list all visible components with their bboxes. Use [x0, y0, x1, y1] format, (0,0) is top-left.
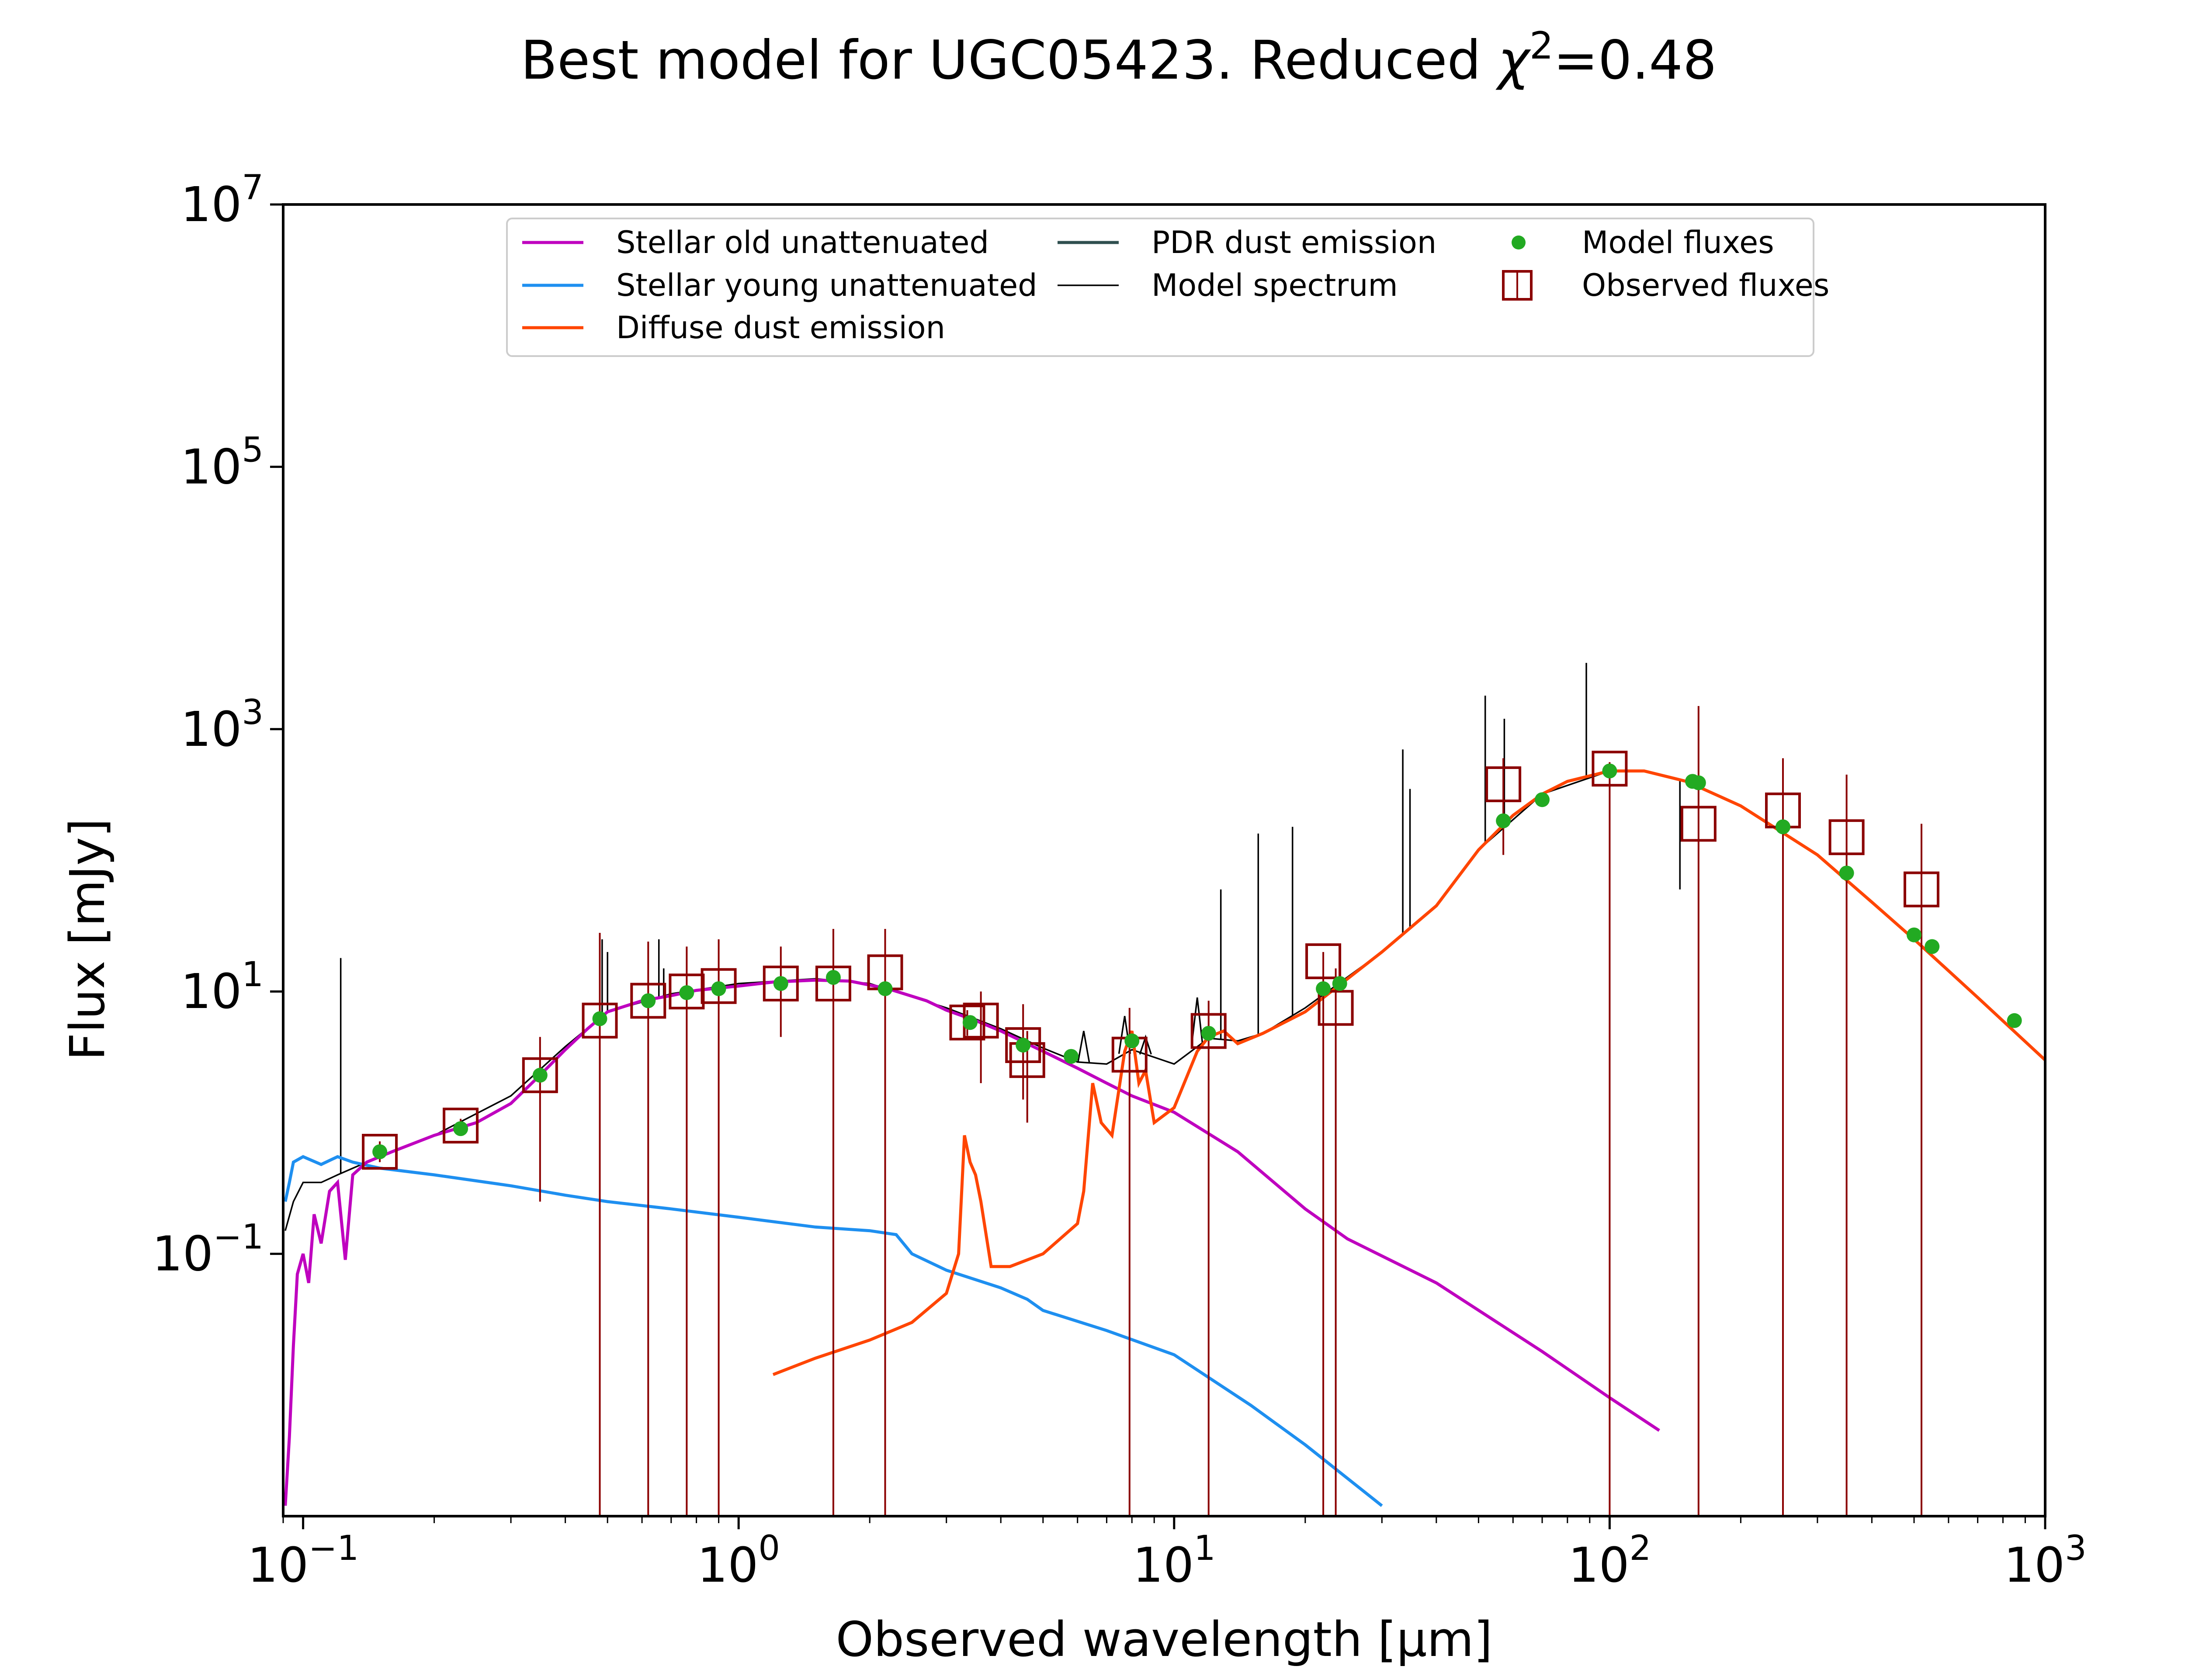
- observed-flux-point: [1190, 1001, 1227, 1516]
- model-flux-point: [962, 1015, 978, 1030]
- axes: 10−1 100 101 102 103 10−1 101 103 105 107: [152, 168, 2087, 1593]
- observed-flux-point: [815, 928, 851, 1516]
- legend-label: Diffuse dust emission: [616, 310, 945, 346]
- observed-flux-marker: [1190, 1013, 1227, 1049]
- model-flux-point: [453, 1121, 468, 1136]
- model-flux-point: [641, 993, 656, 1008]
- y-tick-label: 101: [180, 955, 264, 1019]
- legend-box: [506, 218, 1814, 357]
- observed-flux-point: [1592, 751, 1628, 1516]
- model-flux-point: [877, 981, 893, 996]
- observed-flux-marker: [1485, 766, 1522, 802]
- observed-flux-marker: [1305, 943, 1342, 980]
- observed-flux-point: [630, 942, 666, 1516]
- observed-flux-marker: [701, 968, 737, 1004]
- observed-flux-marker: [522, 1057, 558, 1093]
- observed-flux-marker: [1828, 819, 1865, 856]
- observed-flux-marker: [1903, 871, 1939, 908]
- observed-flux-point: [763, 946, 799, 1037]
- model-pah-feature: [1190, 997, 1204, 1047]
- legend: Stellar old unattenuated Stellar young un…: [506, 218, 1829, 357]
- observed-flux-marker: [630, 983, 666, 1019]
- series-diffuse-dust-emission: [772, 769, 2045, 1376]
- observed-flux-marker: [949, 1005, 985, 1041]
- observed-flux-point: [1318, 968, 1354, 1516]
- x-tick-label: 100: [697, 1529, 780, 1593]
- legend-item-observed-fluxes: Observed fluxes: [1502, 267, 1829, 303]
- x-tick-label: 102: [1568, 1529, 1651, 1593]
- series-stellar-young-unattenuated: [284, 1155, 1383, 1507]
- x-axis-label: Observed wavelength [μm]: [836, 1611, 1493, 1667]
- observed-flux-point: [1305, 943, 1342, 1516]
- legend-item-model-fluxes: Model fluxes: [1512, 225, 1774, 260]
- model-flux-point: [1775, 819, 1790, 835]
- observed-flux-marker: [362, 1133, 398, 1170]
- observed-flux-marker: [1680, 806, 1717, 842]
- legend-item-model-spectrum: Model spectrum: [1058, 267, 1398, 303]
- legend-swatch: [1512, 236, 1526, 249]
- model-flux-point: [825, 970, 841, 985]
- model-flux-point: [1925, 939, 1940, 954]
- legend-label: PDR dust emission: [1151, 225, 1436, 260]
- chart-title: Best model for UGC05423. Reduced χ2=0.48: [520, 24, 1717, 91]
- y-tick-label: 107: [180, 168, 264, 232]
- y-tick-label: 105: [180, 430, 264, 495]
- legend-label: Model spectrum: [1151, 267, 1398, 303]
- observed-flux-point: [522, 1037, 558, 1202]
- legend-label: Stellar old unattenuated: [616, 225, 989, 260]
- model-flux-point: [711, 981, 726, 996]
- model-flux-point: [1016, 1037, 1031, 1053]
- plot-frame: [282, 203, 2046, 1517]
- model-flux-point: [1535, 792, 1550, 807]
- legend-label: Stellar young unattenuated: [616, 267, 1037, 303]
- model-flux-point: [2007, 1013, 2022, 1028]
- observed-flux-marker: [582, 1002, 618, 1039]
- legend-item-diffuse-dust-emission: Diffuse dust emission: [522, 310, 945, 346]
- model-flux-point: [773, 976, 788, 991]
- model-flux-point: [1602, 763, 1617, 779]
- model-flux-point: [532, 1067, 548, 1083]
- observed-flux-point: [1680, 706, 1717, 1516]
- model-flux-point: [1316, 981, 1331, 996]
- model-flux-point: [372, 1144, 388, 1159]
- legend-item-stellar-young-unattenuated: Stellar young unattenuated: [522, 267, 1037, 303]
- model-flux-point: [1332, 976, 1347, 991]
- model-pah-feature: [1077, 1031, 1090, 1063]
- observed-flux-point: [1828, 774, 1865, 1516]
- observed-flux-marker: [763, 965, 799, 1001]
- x-tick-label: 10−1: [247, 1529, 359, 1593]
- model-flux-point: [1691, 775, 1706, 790]
- observed-flux-point: [582, 932, 618, 1516]
- observed-flux-point: [1903, 824, 1939, 1516]
- observed-flux-marker: [1005, 1027, 1041, 1063]
- model-flux-point: [1906, 927, 1921, 942]
- observed-flux-marker: [1318, 990, 1354, 1026]
- y-axis-label: Flux [mJy]: [59, 818, 115, 1060]
- model-flux-point: [1124, 1033, 1140, 1049]
- observed-flux-marker: [1592, 751, 1628, 787]
- observed-flux-marker: [443, 1108, 479, 1144]
- observed-flux-marker: [815, 965, 851, 1001]
- legend-item-pdr-dust-emission: PDR dust emission: [1058, 225, 1436, 260]
- model-flux-point: [1201, 1025, 1216, 1041]
- model-flux-point: [1496, 813, 1511, 828]
- model-flux-point: [592, 1011, 607, 1026]
- legend-label: Model fluxes: [1582, 225, 1774, 260]
- observed-flux-point: [701, 939, 737, 1516]
- plot-area: [284, 663, 2045, 1516]
- legend-label: Observed fluxes: [1582, 267, 1829, 303]
- observed-flux-point: [1485, 758, 1522, 855]
- y-tick-label: 103: [180, 693, 264, 757]
- legend-item-stellar-old-unattenuated: Stellar old unattenuated: [522, 225, 989, 260]
- model-flux-point: [679, 985, 694, 1000]
- x-tick-label: 103: [2004, 1529, 2087, 1593]
- model-flux-point: [1064, 1049, 1079, 1064]
- model-flux-point: [1839, 866, 1854, 881]
- x-tick-label: 101: [1133, 1529, 1216, 1593]
- y-tick-label: 10−1: [152, 1218, 264, 1282]
